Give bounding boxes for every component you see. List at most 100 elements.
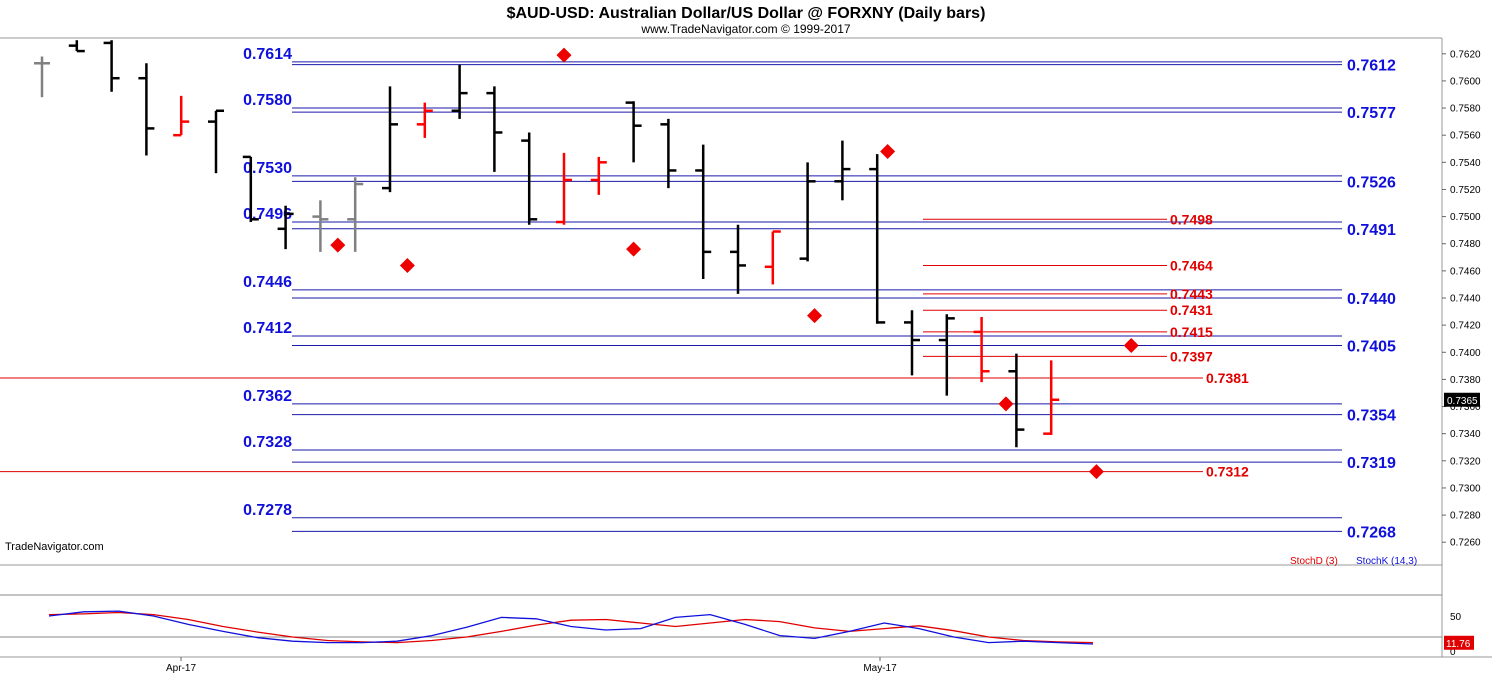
red-level-label: 0.7464 xyxy=(1170,257,1213,273)
blue-level-right-label: 0.7526 xyxy=(1347,174,1396,191)
pivot-diamond xyxy=(998,396,1014,412)
legend-stochd: StochD (3) xyxy=(1290,556,1338,567)
ohlc-bar xyxy=(1043,360,1060,436)
ohlc-bar xyxy=(277,205,294,250)
red-level-label: 0.7443 xyxy=(1170,286,1213,302)
pivot-diamond xyxy=(1088,464,1104,480)
price-tick-label: 0.7280 xyxy=(1450,511,1481,522)
ohlc-bar xyxy=(730,224,746,294)
red-level-label: 0.7498 xyxy=(1170,211,1213,227)
ohlc-bar xyxy=(382,86,398,193)
price-tick-label: 0.7360 xyxy=(1450,402,1481,413)
price-axis: 0.7620 0.7600 0.7580 0.7560 0.7540 0.7520 0.75… xyxy=(1442,49,1481,549)
red-level-label: 0.7415 xyxy=(1170,324,1213,340)
price-tick-label: 0.7520 xyxy=(1450,185,1481,196)
price-tick-label: 0.7300 xyxy=(1450,483,1481,494)
stoch-last-value-box xyxy=(1444,635,1474,650)
price-tick-label: 0.7600 xyxy=(1450,76,1481,87)
ohlc-bar xyxy=(34,56,50,98)
chart-title: $AUD-USD: Australian Dollar/US Dollar @ … xyxy=(507,5,986,22)
price-tick-label: 0.7320 xyxy=(1450,456,1481,467)
ohlc-bar xyxy=(695,144,712,280)
stoch-tick-label: 50 xyxy=(1450,612,1462,623)
price-tick-label: 0.7440 xyxy=(1450,294,1481,305)
pivot-diamonds xyxy=(330,47,1139,480)
ohlc-bar xyxy=(1008,353,1025,448)
date-label: Apr-17 xyxy=(166,663,196,674)
stoch-tick-label: 0 xyxy=(1450,647,1456,658)
ohlc-bar xyxy=(347,177,364,252)
price-bars xyxy=(34,40,1060,448)
red-level-label: 0.7381 xyxy=(1206,370,1249,386)
ohlc-bar xyxy=(869,154,886,324)
ohlc-bar xyxy=(208,109,224,174)
ohlc-bar xyxy=(799,162,816,262)
price-tick-label: 0.7540 xyxy=(1450,158,1481,169)
red-level-label: 0.7431 xyxy=(1170,302,1213,318)
price-tick-label: 0.7480 xyxy=(1450,239,1481,250)
pivot-diamond xyxy=(330,237,346,253)
price-tick-label: 0.7420 xyxy=(1450,321,1481,332)
ohlc-bar xyxy=(625,101,642,163)
blue-level-right-label: 0.7268 xyxy=(1347,524,1396,541)
ohlc-bar xyxy=(312,200,329,252)
ohlc-bar xyxy=(973,316,990,383)
pivot-diamond xyxy=(626,241,642,257)
blue-level-left-label: 0.7362 xyxy=(243,388,292,405)
pivot-diamond xyxy=(807,308,823,324)
pivot-diamond xyxy=(399,257,415,273)
ohlc-bar xyxy=(834,140,851,201)
price-tick-label: 0.7380 xyxy=(1450,375,1481,386)
last-price-label: 0.7365 xyxy=(1447,396,1478,407)
ohlc-bar xyxy=(68,40,85,53)
ohlc-bar xyxy=(451,64,468,119)
ohlc-bar xyxy=(138,63,155,156)
stoch-series-line xyxy=(48,611,1094,644)
blue-level-left-label: 0.7530 xyxy=(243,160,292,177)
pivot-diamond xyxy=(880,143,896,159)
date-axis: Apr-17 May-17 xyxy=(166,657,897,674)
chart-subtitle: www.TradeNavigator.com © 1999-2017 xyxy=(640,22,850,36)
legend-stochk: StochK (14,3) xyxy=(1356,556,1417,567)
blue-level-left-label: 0.7412 xyxy=(243,320,292,337)
stochastic-panel: 50 0 StochD (3) StochK (14,3) 11.76 xyxy=(0,556,1474,658)
price-tick-label: 0.7580 xyxy=(1450,104,1481,115)
blue-level-right-label: 0.7491 xyxy=(1347,222,1396,239)
blue-level-left-label: 0.7580 xyxy=(243,92,292,109)
price-tick-label: 0.7560 xyxy=(1450,131,1481,142)
level-lines: 0.7614 0.7612 0.7580 0.7577 0.7530 0.7526 0.74… xyxy=(0,46,1396,541)
ohlc-bar xyxy=(556,152,572,225)
red-level-label: 0.7312 xyxy=(1206,464,1249,480)
blue-level-right-label: 0.7577 xyxy=(1347,105,1396,122)
ohlc-bar xyxy=(416,102,433,138)
blue-level-right-label: 0.7440 xyxy=(1347,291,1396,308)
ohlc-bar xyxy=(486,86,503,172)
pivot-diamond xyxy=(556,47,572,63)
ohlc-bar xyxy=(764,230,781,285)
ohlc-bar xyxy=(590,156,607,195)
blue-level-right-label: 0.7405 xyxy=(1347,338,1396,355)
date-label: May-17 xyxy=(863,663,897,674)
pivot-diamond xyxy=(1123,337,1139,353)
price-tick-label: 0.7620 xyxy=(1450,49,1481,60)
ohlc-bar xyxy=(173,95,190,137)
ohlc-bar xyxy=(521,132,538,225)
ohlc-bar xyxy=(103,40,120,92)
blue-level-left-label: 0.7446 xyxy=(243,274,292,291)
blue-level-right-label: 0.7319 xyxy=(1347,455,1396,472)
last-price-box xyxy=(1444,392,1480,407)
ohlc-bar xyxy=(904,310,920,376)
blue-level-left-label: 0.7278 xyxy=(243,502,292,519)
blue-level-right-label: 0.7354 xyxy=(1347,408,1396,425)
ohlc-bar xyxy=(242,155,259,223)
ohlc-bar xyxy=(660,118,677,189)
stoch-series-line xyxy=(48,610,1094,645)
ohlc-bar xyxy=(938,314,955,396)
price-tick-label: 0.7500 xyxy=(1450,212,1481,223)
stoch-last-value-label: 11.76 xyxy=(1446,639,1471,650)
blue-level-right-label: 0.7612 xyxy=(1347,58,1396,75)
price-tick-label: 0.7260 xyxy=(1450,538,1481,549)
blue-level-left-label: 0.7328 xyxy=(243,434,292,451)
price-tick-label: 0.7460 xyxy=(1450,266,1481,277)
